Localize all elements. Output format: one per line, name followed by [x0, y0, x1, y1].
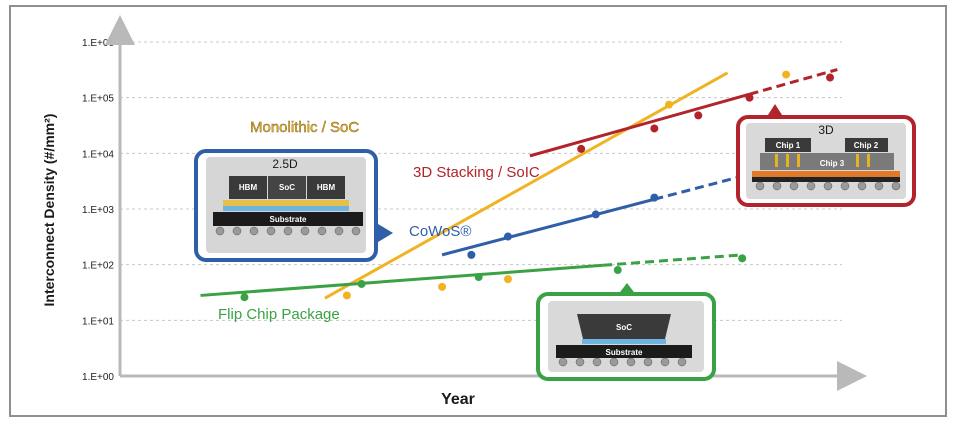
callout-3d-chip1: Chip 1: [776, 141, 801, 150]
callout-3d-chip2: Chip 2: [854, 141, 879, 150]
data-point: [438, 282, 447, 291]
callout-2p5d-soc: SoC: [279, 183, 295, 192]
y-tick-label: 1.E+06: [82, 38, 114, 49]
series-0: [324, 70, 791, 300]
data-point: [474, 273, 483, 282]
y-tick-label: 1.E+03: [82, 205, 114, 216]
series-line-dashed: [653, 172, 750, 201]
data-point: [650, 193, 659, 202]
data-point: [467, 250, 476, 259]
y-axis-label: Interconnect Density (#/mm²): [41, 114, 57, 307]
series-label-soic: 3D Stacking / SoIC: [413, 164, 540, 181]
callout-2p5d-hbm-right: HBM: [317, 183, 336, 192]
data-point: [240, 293, 249, 302]
data-point: [342, 291, 351, 300]
y-tick-labels: 1.E+00 1.E+01 1.E+02 1.E+03 1.E+04 1.E+05 1.E+…: [82, 38, 114, 383]
data-point: [738, 254, 747, 263]
series-3: [200, 253, 747, 302]
series-line: [324, 71, 729, 300]
y-tick-label: 1.E+05: [82, 94, 114, 105]
data-point: [577, 144, 586, 153]
series-label-flipchip: Flip Chip Package: [218, 306, 340, 323]
series-line-dashed: [749, 68, 838, 96]
callout-3d-title: 3D: [818, 123, 834, 137]
data-point: [745, 93, 754, 102]
series-1: [529, 68, 838, 158]
data-point: [665, 100, 673, 109]
callout-3d-chip3: Chip 3: [820, 159, 845, 168]
series-label-cowos: CoWoS®: [409, 223, 471, 240]
callout-3d: 3D Chip 1 Chip 2 Chip 3: [736, 104, 916, 207]
y-tick-label: 1.E+04: [82, 149, 114, 160]
data-point: [694, 111, 703, 120]
series-line-solid: [441, 197, 655, 257]
data-point: [826, 73, 835, 82]
series-line-solid: [529, 92, 750, 158]
series-line-solid: [200, 263, 604, 297]
x-axis-label: Year: [441, 391, 475, 408]
data-point: [503, 232, 512, 241]
callout-2p5d-title: 2.5D: [272, 157, 298, 171]
callout-flipchip: SoC Substrate: [536, 283, 716, 381]
series-layer: [200, 68, 838, 302]
series-line-dashed: [603, 253, 743, 267]
data-point: [591, 210, 600, 219]
series-2: [441, 171, 750, 259]
series-label-monolithic: Monolithic / SoC: [250, 119, 359, 136]
y-tick-label: 1.E+01: [82, 316, 114, 327]
callout-2p5d-substrate: Substrate: [270, 215, 307, 224]
y-tick-label: 1.E+00: [82, 372, 114, 383]
data-point: [503, 275, 512, 284]
data-point: [782, 70, 791, 79]
callout-flipchip-substrate: Substrate: [606, 348, 643, 357]
callout-flipchip-soc: SoC: [616, 323, 632, 332]
callout-2p5d: 2.5D HBM SoC HBM Substrate: [194, 149, 393, 262]
data-point: [357, 279, 366, 288]
callout-2p5d-hbm-left: HBM: [239, 183, 258, 192]
data-point: [650, 124, 659, 133]
data-point: [613, 266, 622, 275]
y-tick-label: 1.E+02: [82, 261, 114, 272]
